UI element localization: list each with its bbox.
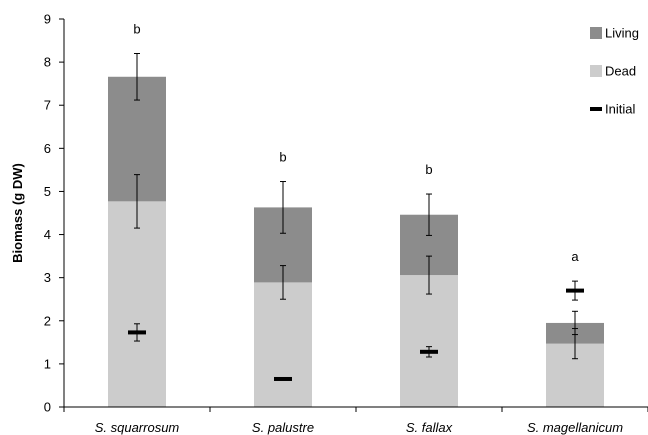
significance-letter: a	[571, 249, 579, 264]
legend-label: Living	[605, 26, 639, 41]
significance-letter: b	[279, 150, 286, 165]
initial-marker	[420, 349, 438, 354]
legend-living-swatch	[590, 27, 602, 39]
legend-label: Dead	[605, 64, 636, 79]
initial-marker	[274, 376, 292, 381]
significance-letter: b	[425, 162, 432, 177]
x-tick-label: S. magellanicum	[527, 420, 623, 435]
y-tick-label: 5	[44, 184, 51, 199]
y-tick-label: 1	[44, 356, 51, 371]
x-tick-label: S. squarrosum	[95, 420, 180, 435]
x-tick-label: S. fallax	[406, 420, 453, 435]
bar-dead	[400, 275, 458, 407]
legend-label: Initial	[605, 102, 635, 117]
y-tick-label: 0	[44, 400, 51, 415]
y-tick-label: 9	[44, 12, 51, 27]
x-tick-label: S. palustre	[252, 420, 314, 435]
legend-dead-swatch	[590, 65, 602, 77]
initial-marker	[128, 330, 146, 335]
y-tick-label: 4	[44, 227, 51, 242]
y-tick-label: 3	[44, 270, 51, 285]
bar-dead	[254, 282, 312, 407]
legend-initial-swatch	[590, 107, 602, 111]
y-axis-label: Biomass (g DW)	[10, 163, 25, 263]
y-tick-label: 2	[44, 313, 51, 328]
y-tick-label: 6	[44, 141, 51, 156]
y-tick-label: 7	[44, 98, 51, 113]
initial-marker	[566, 288, 584, 293]
y-tick-label: 8	[44, 55, 51, 70]
plot-area: b b b a 0 1 2 3 4 5 6 7 8 9 S. squarrosum S. palustre S.…	[44, 12, 648, 435]
significance-letter: b	[133, 21, 140, 36]
bar-dead	[108, 201, 166, 407]
